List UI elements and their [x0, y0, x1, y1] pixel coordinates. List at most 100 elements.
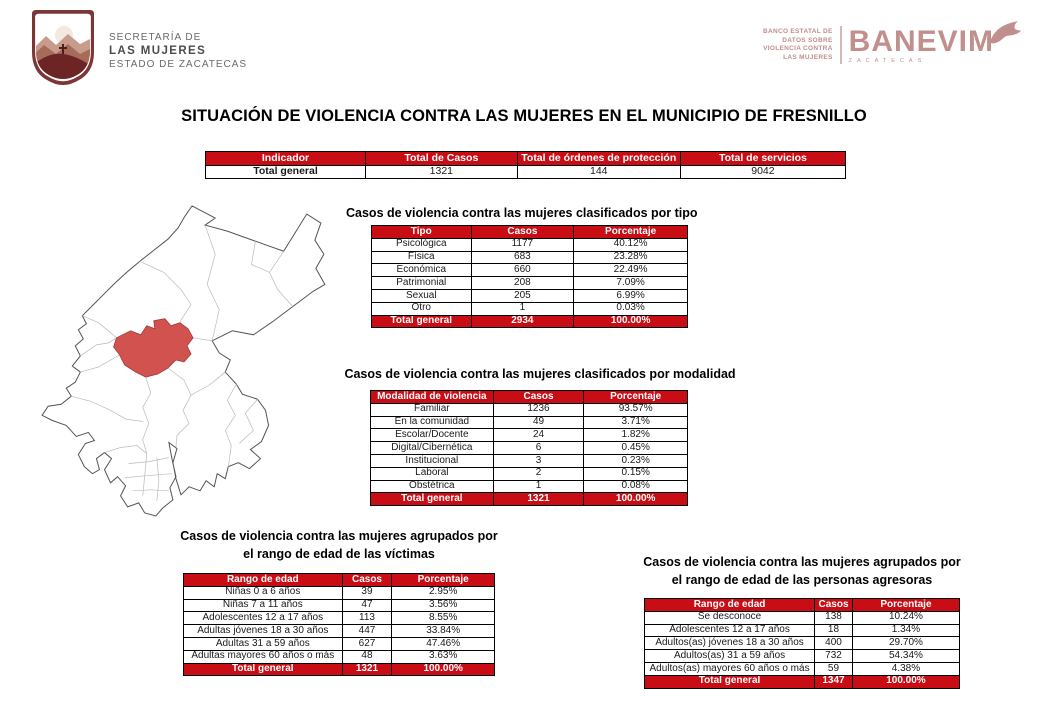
- table-row: Económica 660 22.49%: [371, 263, 688, 278]
- column-header: Total de servicios: [679, 151, 847, 166]
- page-title: SITUACIÓN DE VIOLENCIA CONTRA LAS MUJERE…: [181, 107, 867, 125]
- table-cell: 138: [814, 610, 853, 625]
- modalidad-table-title: Casos de violencia contra las mujeres cl…: [344, 367, 736, 381]
- table-row: Otro 1 0.03%: [371, 301, 688, 316]
- banevim-tagline-line: BANCO ESTATAL DE: [762, 28, 833, 35]
- table-cell: 205: [470, 288, 575, 303]
- table-row: Adultos(as) mayores 60 años o más 59 4.38%: [643, 661, 961, 676]
- table-cell: 113: [341, 611, 393, 626]
- table-row: En la comunidad 49 3.71%: [370, 415, 688, 430]
- table-row: Adolescentes 12 a 17 años 113 8.55%: [183, 611, 495, 626]
- secretaria-line1: SECRETARÍA DE: [109, 32, 202, 43]
- table-cell: 24: [492, 428, 585, 443]
- table-cell: Adultas 31 a 59 años: [183, 636, 343, 651]
- table-row: Adultas 31 a 59 años 627 47.46%: [183, 636, 495, 651]
- table-cell: 100.00%: [391, 662, 495, 677]
- table-row: Total general 1321 144 9042: [205, 164, 847, 179]
- table-cell: 47: [341, 598, 393, 613]
- table-cell: 3.63%: [391, 649, 495, 664]
- column-header: Rango de edad: [643, 598, 816, 612]
- banevim-tagline: BANCO ESTATAL DE DATOS SOBRE VIOLENCIA C…: [763, 28, 833, 62]
- table-cell: 100.00%: [583, 492, 688, 507]
- total-row: Total general 1321 100.00%: [370, 492, 688, 507]
- table-cell: 7.09%: [573, 276, 688, 290]
- header-row: Tipo Casos Porcentaje: [371, 225, 688, 239]
- table-cell: Niñas 0 a 6 años: [183, 585, 343, 600]
- victimas-table-title-line2: el rango de edad de las víctimas: [243, 547, 435, 561]
- table-cell: 23.28%: [573, 250, 688, 265]
- shield-icon: [32, 10, 94, 85]
- table-cell: Adultas jóvenes 18 a 30 años: [183, 624, 343, 638]
- table-cell: 0.08%: [583, 479, 688, 494]
- banevim-tagline-line: DATOS SOBRE: [782, 36, 833, 44]
- table-row: Adultos(as) jóvenes 18 a 30 años 400 29.70…: [643, 636, 961, 651]
- table-row: Adultos(as) 31 a 59 años 732 54.34%: [643, 649, 961, 663]
- table-cell: 3: [492, 453, 585, 468]
- table-cell: Niñas 7 a 11 años: [183, 598, 343, 613]
- table-cell: 1321: [492, 492, 585, 507]
- table-row: Niñas 0 a 6 años 39 2.95%: [183, 585, 495, 600]
- table-cell: 0.15%: [583, 466, 688, 481]
- column-header: Rango de edad: [183, 573, 343, 587]
- table-cell: 6.99%: [573, 288, 688, 303]
- table-cell: 18: [814, 623, 853, 638]
- table-row: Obstétrica 1 0.08%: [370, 479, 688, 494]
- table-cell: 10.24%: [851, 610, 961, 625]
- column-header: Casos: [341, 573, 393, 587]
- table-cell: Adultos(as) jóvenes 18 a 30 años: [643, 636, 816, 651]
- banevim-tagline-line: LAS MUJERES: [783, 53, 833, 61]
- modalidad-table: Modalidad de violencia Casos Porcentaje Fam…: [370, 390, 688, 507]
- table-cell: 208: [470, 276, 575, 290]
- table-cell: Total general: [643, 674, 816, 689]
- header-row: Modalidad de violencia Casos Porcentaje: [370, 390, 688, 404]
- banevim-brand-text: BANEVIM: [848, 24, 994, 58]
- table-row: Psicológica 1177 40.12%: [371, 237, 688, 252]
- table-cell: 144: [516, 164, 681, 179]
- table-cell: Adolescentes 12 a 17 años: [643, 623, 816, 638]
- column-header: Casos: [492, 390, 585, 404]
- column-header: Total de Casos: [365, 151, 518, 166]
- total-row: Total general 2934 100.00%: [371, 314, 688, 329]
- table-cell: Familiar: [370, 402, 494, 417]
- table-cell: Psicológica: [371, 237, 472, 252]
- table-cell: 100.00%: [851, 674, 961, 689]
- table-cell: 2: [492, 466, 585, 481]
- table-cell: 40.12%: [573, 237, 688, 252]
- table-cell: 1.82%: [583, 428, 688, 443]
- column-header: Modalidad de violencia: [370, 390, 494, 404]
- table-cell: Adultos(as) mayores 60 años o más: [643, 661, 816, 676]
- header-row: Indicador Total de Casos Total de órdenes …: [205, 151, 847, 166]
- table-cell: 54.34%: [851, 649, 961, 663]
- table-cell: Laboral: [370, 466, 494, 481]
- table-cell: Física: [371, 250, 472, 265]
- agresoras-table: Rango de edad Casos Porcentaje Se desconoce…: [643, 598, 961, 689]
- column-header: Casos: [814, 598, 853, 612]
- table-row: Laboral 2 0.15%: [370, 466, 688, 481]
- table-row: Física 683 23.28%: [371, 250, 688, 265]
- table-cell: 627: [341, 636, 393, 651]
- dove-icon: [989, 20, 1022, 43]
- table-cell: 683: [470, 250, 575, 265]
- victimas-table-wrap: Rango de edad Casos Porcentaje Niñas 0 a 6 …: [183, 573, 495, 677]
- table-cell: Institucional: [370, 453, 494, 468]
- tipo-table-title: Casos de violencia contra las mujeres cl…: [346, 206, 698, 220]
- state-map-svg: [41, 205, 326, 517]
- table-cell: Total general: [205, 164, 366, 179]
- column-header: Porcentaje: [391, 573, 495, 587]
- fresnillo-region: [113, 318, 194, 378]
- table-cell: 59: [814, 661, 853, 676]
- table-cell: Obstétrica: [370, 479, 494, 494]
- table-cell: 49: [492, 415, 585, 430]
- table-cell: Adultas mayores 60 años o más: [183, 649, 343, 664]
- header-row: Rango de edad Casos Porcentaje: [183, 573, 495, 587]
- table-row: Digital/Cibernética 6 0.45%: [370, 441, 688, 455]
- table-cell: 0.23%: [583, 453, 688, 468]
- logo-divider: [839, 26, 842, 64]
- municipal-boundaries: [71, 224, 293, 501]
- table-cell: 3.71%: [583, 415, 688, 430]
- table-row: Patrimonial 208 7.09%: [371, 276, 688, 290]
- table-cell: 93.57%: [583, 402, 688, 417]
- victimas-table-title-line1: Casos de violencia contra las mujeres ag…: [180, 529, 498, 543]
- table-cell: 48: [341, 649, 393, 664]
